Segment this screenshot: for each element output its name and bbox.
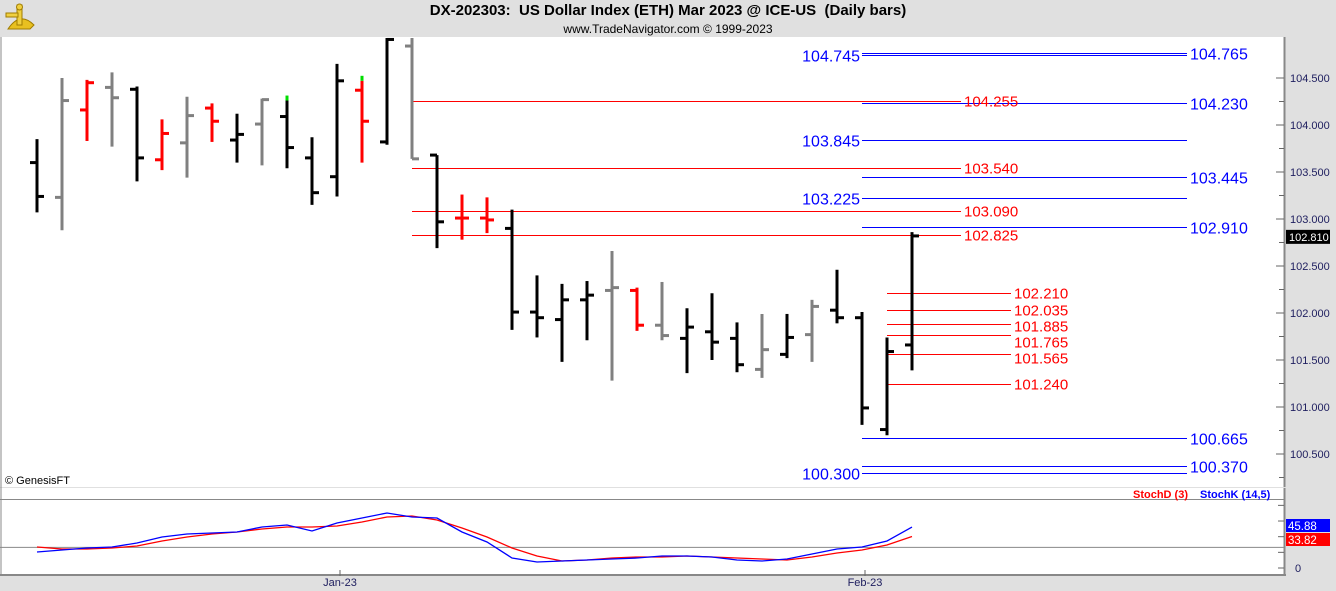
ohlc-bar [280,95,294,169]
y-tick-label: 104.000 [1290,120,1330,132]
level-label: 101.765 [1014,335,1068,352]
ohlc-bar [155,119,169,171]
ohlc-bar [605,250,619,381]
ohlc-bar [130,86,144,182]
ohlc-bar [530,275,544,338]
stoch-tick-label: 0 [1295,563,1301,575]
ohlc-bar [380,37,394,145]
level-label: 101.885 [1014,319,1068,336]
last-price-label: 102.810 [1289,232,1329,244]
x-tick-label: Jan-23 [323,577,357,589]
level-label: 102.035 [1014,303,1068,320]
ohlc-bar [630,287,644,331]
chart-title: DX-202303: US Dollar Index (ETH) Mar 202… [429,2,907,19]
y-tick-label: 102.000 [1290,308,1330,320]
level-label: 103.225 [802,192,860,209]
level-label: 101.565 [1014,351,1068,368]
level-label: 102.825 [964,228,1018,245]
level-label: 103.540 [964,161,1018,178]
chart-header: DX-202303: US Dollar Index (ETH) Mar 202… [0,0,1336,37]
stochk-value-box [1286,519,1330,532]
ohlc-bar [405,38,419,161]
chart-subtitle: www.TradeNavigator.com © 1999-2023 [563,22,773,36]
ohlc-bar [755,313,769,378]
level-label: 102.210 [1014,286,1068,303]
level-label: 100.370 [1190,460,1248,477]
stochd-value-box [1286,533,1330,546]
ohlc-bar [205,103,219,142]
legend-stochd: StochD (3) [1133,489,1188,501]
ohlc-bar [455,194,469,240]
stochd-value: 33.82 [1288,535,1317,547]
x-tick-label: Feb-23 [848,577,883,589]
y-tick-label: 101.500 [1290,355,1330,367]
ohlc-bar [780,313,794,359]
level-label: 104.255 [964,94,1018,111]
stochd-line [36,515,913,562]
ohlc-bar [580,281,594,341]
stochk-line [36,512,913,563]
level-label: 104.745 [802,49,860,66]
ohlc-bar [255,98,269,166]
ohlc-bar [105,72,119,147]
legend-stochk: StochK (14,5) [1200,489,1271,501]
level-label: 100.300 [802,467,860,484]
ohlc-bar [305,137,319,205]
ohlc-bar [30,139,44,213]
ohlc-bar [905,232,919,371]
ohlc-bar [330,63,344,197]
ohlc-bar [355,75,369,163]
ohlc-bar [730,322,744,373]
ohlc-bar [430,153,444,249]
y-tick-label: 102.500 [1290,261,1330,273]
ohlc-bar [480,197,494,234]
ohlc-bar [705,293,719,360]
ohlc-bar [680,308,694,374]
last-price-box [1286,229,1330,244]
ohlc-bar [505,209,519,330]
y-tick-label: 101.000 [1290,402,1330,414]
level-label: 104.765 [1190,47,1248,64]
stoch-panel[interactable] [0,488,1284,576]
ohlc-bar [855,312,869,425]
bar-top-mark [360,75,364,81]
level-label: 102.910 [1190,221,1248,238]
y-tick-label: 104.500 [1290,73,1330,85]
ohlc-bar [555,283,569,362]
y-tick-label: 103.500 [1290,167,1330,179]
sextant-logo-icon [5,3,35,30]
ohlc-bar [830,269,844,324]
ohlc-bar [180,96,194,178]
copyright-label: © GenesisFT [5,475,70,487]
level-label: 100.665 [1190,432,1248,449]
price-panel[interactable] [0,37,1284,487]
ohlc-bar [880,337,894,436]
level-label: 103.445 [1190,171,1248,188]
y-tick-label: 100.500 [1290,449,1330,461]
ohlc-bar [805,299,819,362]
ohlc-bar [230,113,244,163]
level-label: 103.845 [802,134,860,151]
ohlc-bar [55,78,69,231]
price-axis[interactable] [1286,37,1336,487]
level-label: 104.230 [1190,97,1248,114]
stochk-value: 45.88 [1288,521,1317,533]
level-label: 103.090 [964,204,1018,221]
y-tick-label: 103.000 [1290,214,1330,226]
level-label: 101.240 [1014,377,1068,394]
ohlc-bar [80,79,94,141]
bar-top-mark [285,95,289,101]
ohlc-bar [655,281,669,341]
